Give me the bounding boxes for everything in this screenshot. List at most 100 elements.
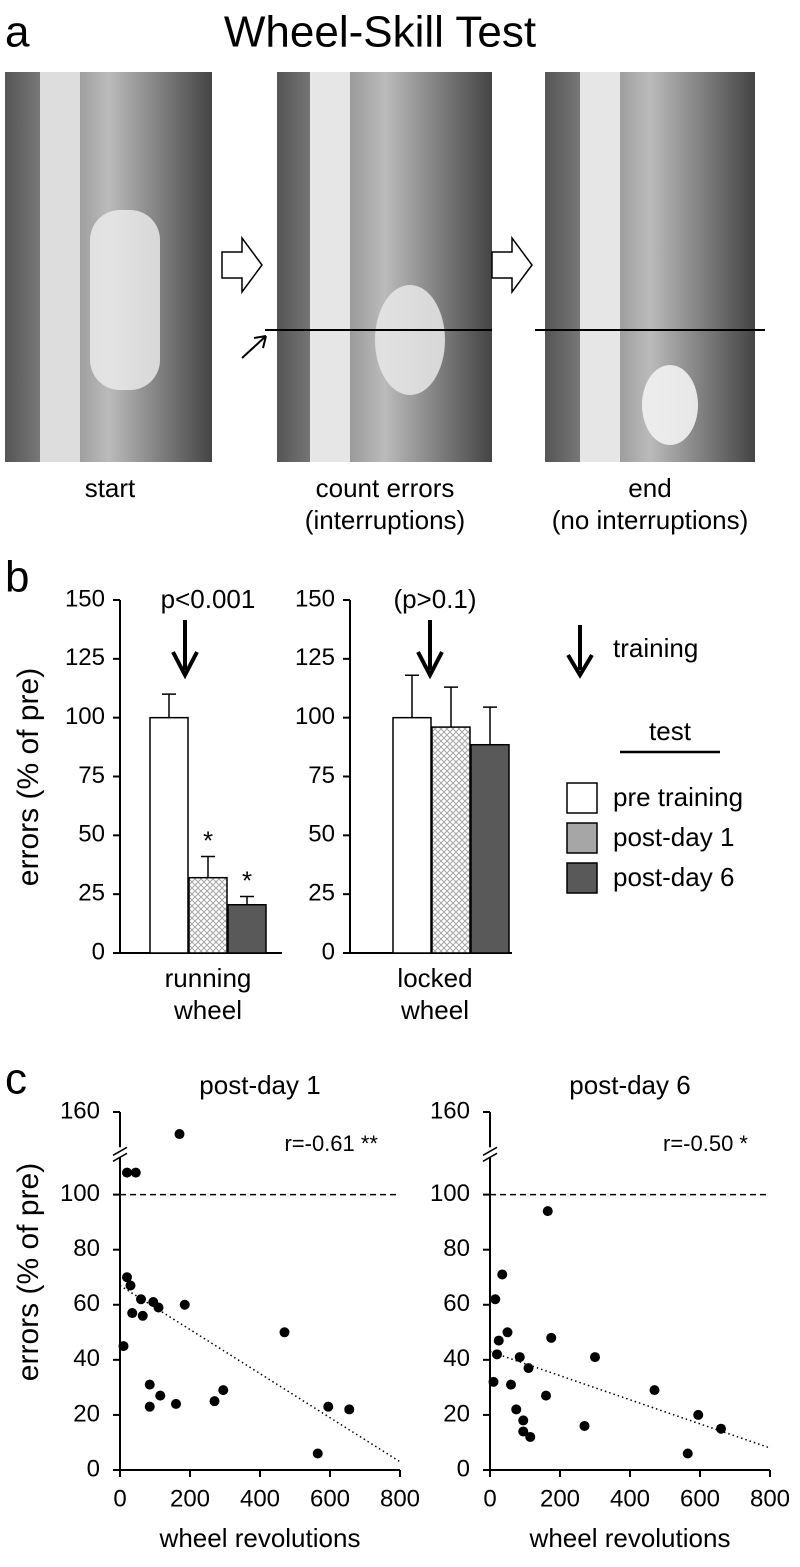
legend-swatch: [566, 862, 598, 894]
legend-label: post-day 6: [613, 862, 734, 892]
data-point: [502, 1327, 513, 1338]
significance-mark: *: [203, 825, 213, 855]
data-point: [511, 1404, 522, 1415]
bar: [227, 904, 267, 954]
y-tick-label: 100: [65, 703, 105, 730]
data-point: [525, 1431, 536, 1442]
data-point: [649, 1385, 660, 1396]
data-point: [130, 1167, 141, 1178]
legend-arrow: [566, 625, 594, 679]
y-tick-label: 40: [73, 1345, 100, 1372]
error-bar: [483, 706, 497, 745]
y-tick-label: 0: [87, 1455, 100, 1482]
data-point: [136, 1294, 146, 1305]
y-tick-label: 60: [73, 1290, 100, 1317]
y-tick-label: 150: [65, 585, 105, 612]
data-point: [179, 1299, 190, 1310]
y-tick-label: 60: [443, 1290, 470, 1317]
legend-swatch: [566, 782, 598, 814]
x-tick-label: 0: [113, 1485, 126, 1512]
y-tick-label: 0: [457, 1455, 470, 1482]
photo-caption: end: [628, 473, 671, 503]
data-point: [488, 1376, 499, 1387]
data-point: [218, 1385, 229, 1396]
data-point: [171, 1398, 181, 1409]
y-tick-label: 80: [73, 1235, 100, 1262]
data-point: [344, 1404, 355, 1415]
axis-break: [112, 1146, 128, 1162]
chart-title: post-day 6: [569, 1070, 690, 1100]
annotation: r=-0.50 *: [663, 1131, 748, 1156]
x-tick-label: 600: [310, 1485, 350, 1512]
x-axis-label: wheel revolutions: [529, 1523, 731, 1553]
photo-caption: (no interruptions): [552, 505, 749, 535]
y-axis-label: errors (% of pre): [12, 1163, 45, 1381]
data-point: [693, 1409, 704, 1420]
y-tick-label: 125: [65, 644, 105, 671]
y-tick-label: 25: [308, 880, 335, 907]
x-tick-label: 200: [170, 1485, 210, 1512]
y-tick-label: 50: [308, 821, 335, 848]
data-point: [323, 1401, 334, 1412]
annotation: r=-0.61 **: [284, 1131, 378, 1156]
x-tick-label: 400: [240, 1485, 280, 1512]
training-arrow: [416, 620, 444, 680]
y-tick-label: 50: [78, 821, 105, 848]
y-tick-label: 20: [73, 1400, 100, 1427]
y-tick-label: 40: [443, 1345, 470, 1372]
y-tick-label: 0: [322, 938, 335, 965]
error-bar: [405, 674, 419, 718]
x-axis-label: locked: [397, 963, 472, 993]
data-point: [682, 1448, 693, 1459]
x-axis-label: wheel: [173, 995, 242, 1025]
bar: [431, 726, 471, 954]
chart-title: post-day 1: [199, 1070, 320, 1100]
legend-swatch: [566, 822, 598, 854]
legend-label: training: [613, 633, 698, 663]
bar: [149, 716, 189, 954]
legend-title: test: [649, 716, 692, 746]
data-point: [312, 1448, 323, 1459]
data-point: [518, 1415, 529, 1426]
x-axis-label: wheel revolutions: [159, 1523, 361, 1553]
axis-break: [482, 1146, 498, 1162]
data-point: [546, 1332, 557, 1343]
photo: [241, 72, 492, 462]
y-tick-label: 100: [295, 703, 335, 730]
data-point: [541, 1390, 551, 1401]
error-bar: [240, 895, 254, 905]
annotation: (p>0.1): [393, 584, 476, 614]
x-tick-label: 800: [380, 1485, 420, 1512]
y-tick-label: 75: [308, 762, 335, 789]
photo-caption: count errors: [316, 473, 455, 503]
x-tick-label: 800: [750, 1485, 790, 1512]
data-point: [492, 1349, 502, 1360]
data-point: [518, 1426, 529, 1437]
photo: [5, 72, 212, 462]
y-tick-label: 150: [295, 585, 335, 612]
y-tick-label: 160: [430, 1097, 470, 1124]
data-point: [125, 1280, 136, 1291]
y-tick-label: 25: [78, 880, 105, 907]
data-point: [153, 1302, 164, 1313]
data-point: [514, 1352, 525, 1363]
trend-line: [119, 1284, 401, 1463]
data-point: [127, 1308, 138, 1319]
y-tick-label: 100: [430, 1180, 470, 1207]
y-tick-label: 125: [295, 644, 335, 671]
data-point: [174, 1129, 185, 1140]
data-point: [118, 1341, 129, 1352]
error-bar: [201, 855, 215, 878]
data-point: [590, 1352, 600, 1363]
error-bar: [444, 686, 458, 728]
y-axis-label: errors (% of pre): [12, 668, 45, 886]
arrow: [491, 235, 533, 295]
x-tick-label: 600: [680, 1485, 720, 1512]
photo: [535, 72, 765, 462]
data-point: [506, 1379, 516, 1390]
data-point: [497, 1269, 508, 1280]
data-point: [122, 1167, 132, 1178]
x-tick-label: 400: [610, 1485, 650, 1512]
data-point: [137, 1310, 148, 1321]
panel-label: c: [5, 1055, 27, 1104]
